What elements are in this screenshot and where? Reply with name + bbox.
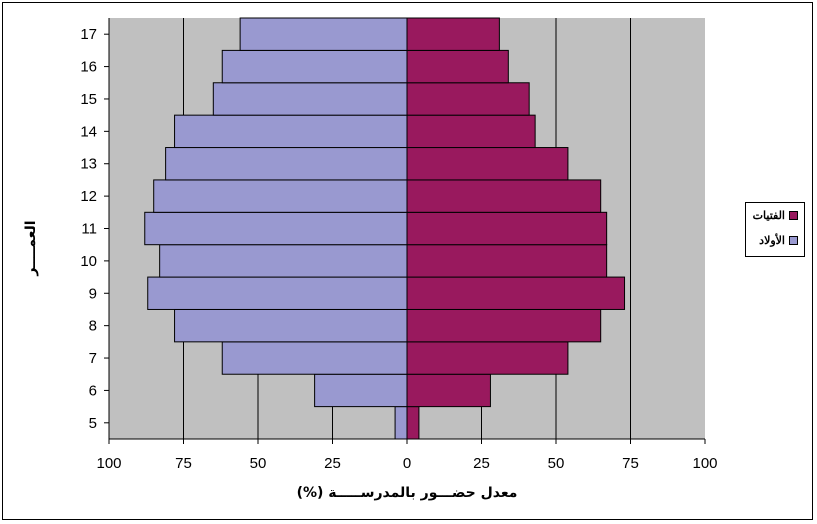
legend: الفتيات الأولاد (745, 202, 805, 257)
x-tick-label: 0 (403, 455, 411, 472)
bar-boys (221, 341, 408, 375)
bar-boys (165, 147, 408, 181)
bars-group (144, 17, 626, 440)
legend-item-boys: الأولاد (759, 234, 798, 247)
legend-swatch-boys (789, 236, 798, 245)
y-tick-label: 6 (89, 382, 97, 399)
bar-boys (212, 82, 408, 116)
y-tick-label: 15 (80, 91, 97, 108)
bar-boys (153, 179, 408, 213)
x-tick-label: 50 (250, 455, 267, 472)
legend-label-girls: الفتيات (752, 210, 785, 222)
y-tick-label: 9 (89, 285, 97, 302)
y-tick-label: 14 (80, 123, 97, 140)
bar-girls (406, 49, 509, 84)
x-tick-labels: 100 75 50 25 0 25 50 75 100 (96, 439, 718, 472)
bar-girls (406, 406, 420, 440)
x-tick-label: 25 (324, 455, 341, 472)
y-tick-labels: 5 6 7 8 9 10 11 12 13 14 15 16 17 (80, 18, 110, 439)
y-tick-label: 7 (89, 350, 97, 367)
bar-girls (406, 211, 608, 246)
legend-label-boys: الأولاد (759, 235, 785, 247)
x-tick-label: 100 (692, 455, 717, 472)
y-tick-label: 8 (89, 318, 97, 335)
bar-boys (174, 114, 408, 149)
bar-boys (159, 244, 408, 278)
bar-girls (406, 147, 569, 181)
bar-boys (174, 308, 408, 343)
bar-boys (394, 406, 408, 440)
y-tick-label: 12 (80, 188, 97, 205)
x-tick-label: 75 (175, 455, 192, 472)
y-tick-label: 10 (80, 253, 97, 270)
bar-girls (406, 276, 626, 310)
y-tick-label: 11 (81, 221, 97, 238)
bar-girls (406, 373, 491, 408)
bar-girls (406, 179, 602, 213)
y-tick-label: 13 (80, 156, 97, 173)
x-axis-title: معدل حضـــور بالمدرســـــة (%) (297, 485, 518, 501)
bar-girls (406, 17, 500, 51)
bar-girls (406, 244, 608, 278)
bar-boys (314, 373, 408, 408)
bar-girls (406, 341, 569, 375)
bar-girls (406, 82, 530, 116)
x-tick-label: 25 (473, 455, 490, 472)
legend-swatch-girls (789, 211, 798, 220)
x-tick-label: 75 (622, 455, 639, 472)
bar-girls (406, 308, 602, 343)
y-tick-label: 5 (89, 415, 97, 432)
y-axis-title: العمــــر (23, 220, 39, 276)
x-tick-label: 100 (96, 455, 121, 472)
y-tick-label: 16 (80, 59, 97, 76)
bar-boys (147, 276, 408, 310)
bar-boys (144, 211, 408, 246)
bar-boys (239, 17, 408, 51)
population-pyramid-chart: 100 75 50 25 0 25 50 75 100 5 6 7 8 9 10 11 12 13 14 15 16 1… (23, 17, 718, 501)
bar-boys (221, 49, 408, 84)
legend-item-girls: الفتيات (753, 209, 798, 222)
bar-girls (406, 114, 536, 149)
y-tick-label: 17 (80, 26, 97, 43)
x-tick-label: 50 (548, 455, 565, 472)
